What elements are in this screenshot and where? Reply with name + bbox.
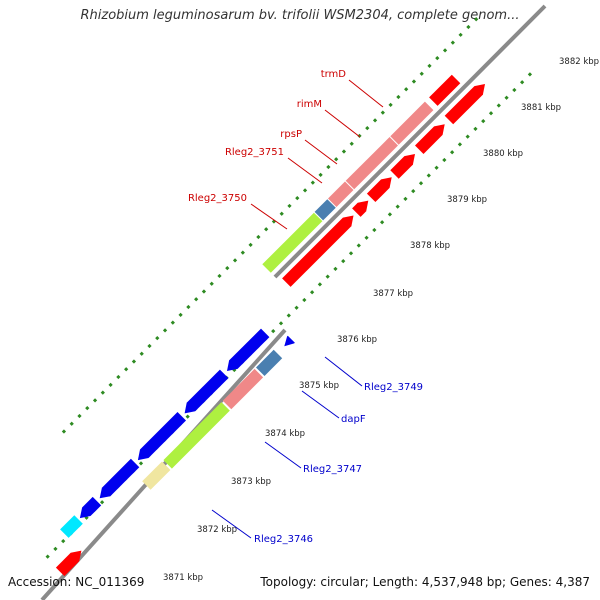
gene-rev-blue-2[interactable]: [184, 369, 229, 414]
genome-title: Rhizobium leguminosarum bv. trifolii WSM…: [80, 8, 520, 23]
gene-fwd-red-1[interactable]: [282, 215, 354, 287]
leader-line-reverse-4: [287, 157, 323, 184]
tick-dot-rows: [45, 14, 536, 559]
gene-top-red-a[interactable]: [429, 74, 461, 106]
kbp-label-11: 3881 kbp: [521, 103, 561, 113]
gene-rleg2-3750[interactable]: [262, 212, 323, 273]
gene-fwd-red-2[interactable]: [352, 200, 369, 217]
gene-rev-blue-4[interactable]: [99, 458, 140, 499]
kbp-label-9: 3879 kbp: [447, 195, 487, 205]
kbp-label-2: 3872 kbp: [197, 525, 237, 535]
leader-line-reverse-1: [348, 79, 384, 108]
tick-dots-lower: [45, 68, 536, 559]
gene-rev-cyan[interactable]: [60, 515, 83, 538]
kbp-scale: 3871 kbp 3872 kbp 3873 kbp 3874 kbp 3875 kbp…: [163, 57, 599, 583]
gene-fwd-red-6[interactable]: [444, 84, 485, 125]
gene-label-reverse-1[interactable]: trmD: [321, 69, 347, 80]
kbp-label-5: 3875 kbp: [299, 381, 339, 391]
gene-label-forward-2[interactable]: dapF: [341, 414, 366, 425]
gene-label-reverse-2[interactable]: rimM: [297, 99, 322, 110]
gene-rleg2-3749[interactable]: [256, 349, 283, 376]
backbone-line-upper: [273, 4, 547, 279]
gene-trmD[interactable]: [390, 101, 434, 145]
tick-dots-upper: [61, 14, 482, 434]
gene-rimM[interactable]: [345, 137, 398, 190]
gene-label-reverse-3[interactable]: rpsP: [280, 129, 302, 140]
gene-rleg2-3747[interactable]: [163, 402, 230, 469]
gene-label-reverse-4[interactable]: Rleg2_3751: [225, 147, 284, 158]
gene-rleg2-3751[interactable]: [314, 199, 336, 221]
gene-label-reverse-5[interactable]: Rleg2_3750: [188, 193, 247, 204]
leader-line-reverse-3: [304, 139, 338, 165]
gene-features: [55, 74, 485, 577]
kbp-label-8: 3878 kbp: [410, 241, 450, 251]
gene-rpsP[interactable]: [328, 181, 354, 208]
gene-fwd-red-low[interactable]: [55, 550, 82, 577]
gene-label-forward-1[interactable]: Rleg2_3749: [364, 382, 423, 393]
kbp-label-12: 3882 kbp: [559, 57, 599, 67]
gene-label-forward-3[interactable]: Rleg2_3747: [303, 464, 362, 475]
leader-line-forward-2: [301, 390, 340, 419]
kbp-label-10: 3880 kbp: [483, 149, 523, 159]
gene-fwd-red-4[interactable]: [390, 154, 415, 179]
gene-blue-small[interactable]: [284, 335, 295, 347]
gene-labels: trmD rimM rpsP Rleg2_3751 Rleg2_3750 Rleg2_37…: [188, 69, 423, 545]
leader-line-forward-3: [264, 441, 302, 469]
kbp-label-4: 3874 kbp: [265, 429, 305, 439]
leader-line-forward-1: [324, 356, 363, 387]
topology-text: Topology: circular; Length: 4,537,948 bp…: [260, 575, 590, 589]
kbp-label-3: 3873 kbp: [231, 477, 271, 487]
kbp-label-6: 3876 kbp: [337, 335, 377, 345]
gene-dapF[interactable]: [222, 368, 264, 410]
gene-fwd-red-3[interactable]: [366, 177, 392, 202]
gene-rleg2-3746[interactable]: [142, 461, 171, 490]
leader-line-reverse-2: [324, 109, 361, 138]
gene-rev-blue-1[interactable]: [227, 328, 270, 371]
kbp-label-7: 3877 kbp: [373, 289, 413, 299]
kbp-label-1: 3871 kbp: [163, 573, 203, 583]
leader-line-reverse-5: [250, 203, 288, 230]
gene-label-forward-4[interactable]: Rleg2_3746: [254, 534, 313, 545]
gene-fwd-red-5[interactable]: [415, 124, 445, 154]
gene-rev-blue-3[interactable]: [137, 412, 186, 461]
leader-line-forward-4: [211, 509, 252, 539]
gene-rev-blue-5[interactable]: [79, 496, 102, 519]
accession-text: Accession: NC_011369: [8, 575, 145, 589]
